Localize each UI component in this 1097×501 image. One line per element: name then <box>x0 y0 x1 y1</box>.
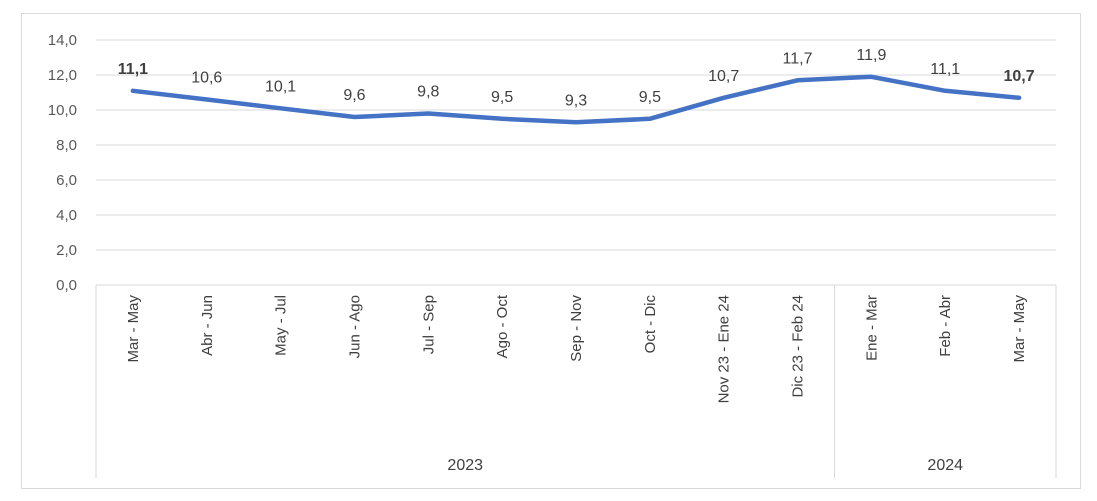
x-tick-label: Ago - Oct <box>494 294 511 358</box>
x-tick-label: Ene - Mar <box>863 295 880 361</box>
x-tick-label: Jun - Ago <box>346 295 363 358</box>
y-tick-label: 10,0 <box>48 102 77 119</box>
x-tick-label: Abr - Jun <box>199 295 216 356</box>
group-label: 2023 <box>447 457 483 474</box>
chart-frame: 0,0 2,0 4,0 6,0 8,0 10,0 12,0 14,0 2023 2024 Mar -… <box>21 13 1081 489</box>
data-label: 11,7 <box>783 50 813 67</box>
data-label: 11,1 <box>118 61 148 78</box>
x-tick-label: Feb - Abr <box>937 295 954 357</box>
group-label: 2024 <box>927 457 963 474</box>
x-tick-label: Dic 23 - Feb 24 <box>790 295 807 398</box>
data-label: 11,1 <box>930 61 960 78</box>
x-tick-label: Nov 23 - Ene 24 <box>716 295 733 403</box>
y-tick-label: 12,0 <box>48 67 77 84</box>
x-tick-label: Sep - Nov <box>568 295 585 362</box>
y-tick-label: 2,0 <box>56 242 77 259</box>
y-tick-label: 4,0 <box>56 207 77 224</box>
data-label: 10,6 <box>191 70 222 87</box>
data-label: 11,9 <box>856 47 886 64</box>
line-chart: 0,0 2,0 4,0 6,0 8,0 10,0 12,0 14,0 2023 2024 Mar -… <box>48 32 1057 478</box>
x-tick-label: Oct - Dic <box>642 295 659 354</box>
data-label: 9,5 <box>491 89 513 106</box>
data-label: 9,8 <box>417 84 439 101</box>
x-tick-label: Mar - May <box>1011 295 1028 363</box>
data-label: 9,6 <box>343 87 365 104</box>
y-tick-label: 14,0 <box>48 32 77 49</box>
x-tick-label: May - Jul <box>273 295 290 356</box>
data-label: 9,3 <box>565 92 587 109</box>
data-label: 10,7 <box>708 68 739 85</box>
y-tick-label: 8,0 <box>56 137 77 154</box>
y-tick-label: 6,0 <box>56 172 77 189</box>
y-tick-label: 0,0 <box>56 277 77 294</box>
data-label: 9,5 <box>639 89 661 106</box>
x-tick-label: Mar - May <box>125 295 142 363</box>
series-line <box>130 74 1022 125</box>
data-label: 10,7 <box>1004 68 1035 85</box>
data-label: 10,1 <box>265 78 296 95</box>
x-tick-label: Jul - Sep <box>420 295 437 354</box>
